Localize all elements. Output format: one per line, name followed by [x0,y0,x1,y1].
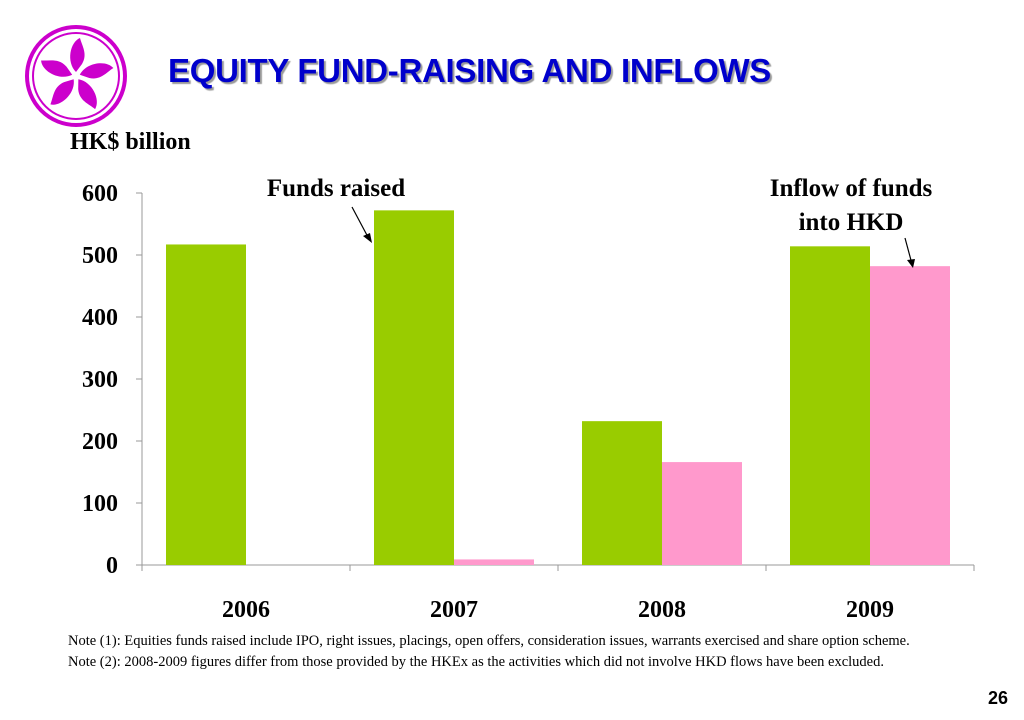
x-tick-label-2008: 2008 [638,597,686,623]
x-tick-label-2009: 2009 [846,597,894,623]
y-axis-unit-label: HK$ billion [70,129,191,155]
y-tick-label: 200 [82,429,118,455]
bar-inflow-2009 [870,266,950,565]
funds-raised-arrowhead [363,233,372,243]
inflow-annotation-line2: into HKD [798,209,904,236]
y-tick-label: 300 [82,367,118,393]
bar-funds-raised-2008 [582,421,662,565]
y-tick-label: 500 [82,243,118,269]
footnote-1: Note (1): Equities funds raised include … [68,633,910,649]
chart-labels: 0 100 200 300 400 500 600 2006 2007 2008 2009 [82,181,894,623]
y-tick-label: 600 [82,181,118,207]
x-tick-label-2007: 2007 [430,597,478,623]
bar-inflow-2007 [454,559,534,565]
funds-raised-annotation: Funds raised [266,175,406,202]
hong-kong-bauhinia-logo [25,25,127,127]
inflow-arrowhead [907,259,915,268]
footnote-2: Note (2): 2008-2009 figures differ from … [68,654,884,670]
y-tick-label: 100 [82,491,118,517]
bar-inflow-2008 [662,462,742,565]
x-tick-label-2006: 2006 [222,597,270,623]
inflow-annotation: Inflow of funds into HKD [736,172,966,240]
footnotes: Note (1): Equities funds raised include … [68,631,968,673]
bar-funds-raised-2006 [166,244,246,565]
inflow-annotation-line1: Inflow of funds [769,175,933,202]
page-number: 26 [988,688,1009,708]
chart-bars [166,210,950,566]
funds-raised-arrow [351,206,370,240]
bar-funds-raised-2007 [374,210,454,566]
bar-funds-raised-2009 [790,246,870,565]
y-tick-label: 0 [106,553,118,579]
annotation-arrows [351,206,915,268]
y-tick-label: 400 [82,305,118,331]
slide-title: EQUITY FUND-RAISING AND INFLOWS [168,52,772,89]
